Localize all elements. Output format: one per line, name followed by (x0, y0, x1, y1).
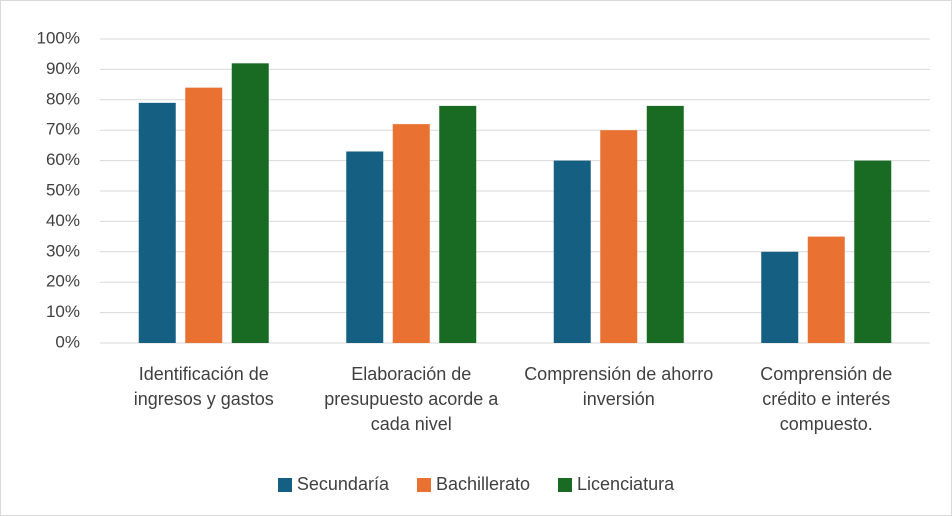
y-tick-label: 60% (46, 150, 80, 169)
y-tick-label: 10% (46, 302, 80, 321)
y-tick-label: 30% (46, 241, 80, 260)
bar (761, 251, 799, 343)
bar (185, 87, 223, 343)
bar (553, 160, 591, 343)
bar (138, 102, 176, 343)
y-tick-label: 80% (46, 89, 80, 108)
y-tick-label: 70% (46, 120, 80, 139)
bar (439, 105, 477, 343)
legend-swatch (558, 477, 573, 492)
y-tick-label: 90% (46, 59, 80, 78)
legend-item: Licenciatura (558, 474, 674, 495)
y-tick-label: 40% (46, 211, 80, 230)
bar (600, 130, 638, 343)
x-tick-label: Comprensión de crédito e interés compues… (760, 364, 893, 434)
bar (646, 105, 684, 343)
legend-label: Secundaría (296, 474, 389, 494)
bar (231, 63, 269, 343)
x-tick-label: Comprensión de ahorro inversión (524, 364, 714, 409)
bar (807, 236, 845, 343)
legend-label: Licenciatura (577, 474, 675, 494)
y-tick-label: 100% (37, 28, 80, 47)
bar (346, 151, 384, 343)
y-tick-label: 20% (46, 272, 80, 291)
y-tick-label: 0% (55, 332, 80, 351)
legend: Secundaría Bachillerato Licenciatura (0, 474, 952, 495)
legend-item: Bachillerato (416, 474, 531, 495)
legend-label: Bachillerato (435, 474, 531, 494)
y-tick-label: 50% (46, 180, 80, 199)
bar (392, 124, 430, 344)
x-tick-label: Elaboración de presupuesto acorde a cada… (324, 364, 499, 434)
x-tick-label: Identificación de ingresos y gastos (133, 364, 274, 409)
bar (854, 160, 892, 343)
legend-swatch (277, 477, 292, 492)
legend-item: Secundaría (277, 474, 389, 495)
legend-swatch (416, 477, 431, 492)
